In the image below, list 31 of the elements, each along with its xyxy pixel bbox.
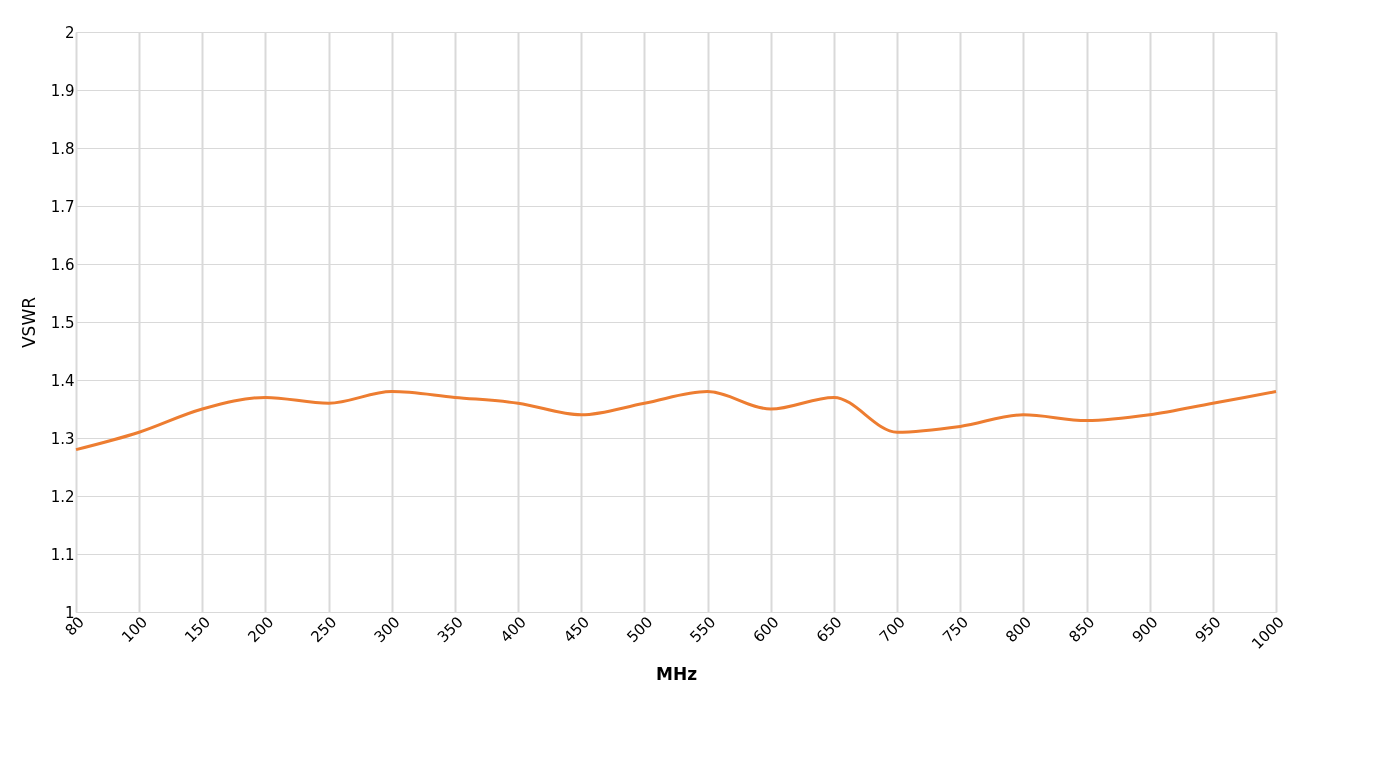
x-tick-label: 750 [939,613,973,647]
x-tick-label: 450 [560,613,594,647]
y-tick-label: 1.1 [50,545,75,564]
x-tick-label: 850 [1065,613,1099,647]
x-tick-label: 700 [875,613,909,647]
x-tick-label: 550 [686,613,720,647]
x-axis-title: MHz [655,664,698,685]
x-tick-label: 100 [117,613,151,647]
x-tick-label: 650 [812,613,846,647]
x-tick-label: 150 [181,613,215,647]
line-series [74,390,1278,452]
y-axis-title: VSWR [18,296,39,349]
y-tick-label: 1.7 [50,197,75,216]
y-tick-label: 1.8 [50,139,75,158]
y-tick-label: 1.6 [50,255,75,274]
y-tick-label: 2 [64,23,75,42]
x-tick-label: 300 [370,613,404,647]
x-tick-label: 400 [496,613,530,647]
x-tick-label: 900 [1128,613,1162,647]
x-tick-label: 600 [749,613,783,647]
x-tick-label: 350 [433,613,467,647]
x-tick-label: 500 [623,613,657,647]
y-tick-label: 1.3 [50,429,75,448]
y-tick-label: 1.5 [50,313,75,332]
x-tick-label: 800 [1002,613,1036,647]
y-tick-label: 1.2 [50,487,75,506]
y-tick-label: 1.9 [50,81,75,100]
x-tick-label: 250 [307,613,341,647]
x-tick-label: 200 [244,613,278,647]
x-tick-label: 950 [1191,613,1225,647]
y-tick-label: 1.4 [50,371,75,390]
